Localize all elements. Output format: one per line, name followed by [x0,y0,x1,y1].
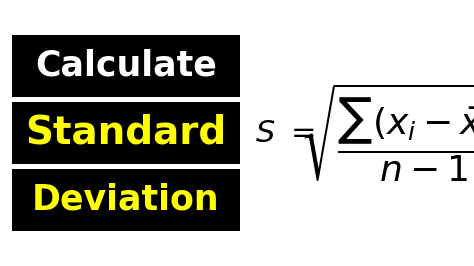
Text: Deviation: Deviation [32,183,220,217]
Bar [12,35,240,97]
Text: Calculate: Calculate [35,49,217,83]
Text: $\sqrt{\dfrac{\sum(x_i-\bar{x})^2}{n-1}}$: $\sqrt{\dfrac{\sum(x_i-\bar{x})^2}{n-1}}… [300,82,474,184]
Bar [12,102,240,164]
Text: $S\ =$: $S\ =$ [255,118,315,148]
Text: Standard: Standard [26,114,227,152]
Bar [12,169,240,231]
